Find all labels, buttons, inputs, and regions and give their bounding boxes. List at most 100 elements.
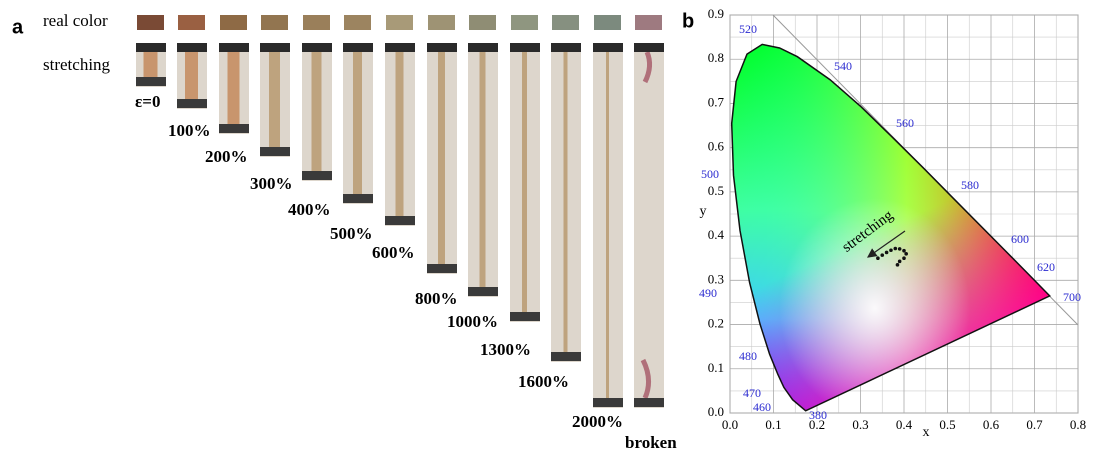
y-tick-label: 0.3 (708, 271, 724, 286)
data-point (880, 253, 885, 257)
bottom-clamp (593, 398, 623, 407)
strain-label: broken (625, 433, 677, 452)
x-tick-label: 0.8 (1070, 417, 1086, 432)
wavelength-label: 460 (753, 400, 771, 414)
strip (522, 52, 527, 312)
bottom-clamp (343, 194, 373, 203)
strip (185, 52, 198, 99)
broken-piece (642, 51, 653, 84)
data-point (895, 263, 900, 267)
bottom-clamp (468, 287, 498, 296)
annotation-arrow (867, 230, 906, 258)
bottom-clamp (219, 124, 249, 133)
strip (269, 52, 280, 147)
color-swatch (137, 15, 164, 30)
panel-b: b x y 0.0 0.1 0.2 0.3 0.4 0.5 0.6 0.7 0.8 0.0 0.1 0… (682, 6, 1086, 440)
strain-label: 400% (288, 200, 331, 219)
y-tick-label: 0.0 (708, 404, 724, 419)
wavelength-label: 560 (896, 116, 914, 130)
bottom-clamp (260, 147, 290, 156)
color-swatch (261, 15, 288, 30)
strain-label: 200% (205, 147, 248, 166)
strip-background (634, 43, 664, 408)
bottom-clamp (427, 264, 457, 273)
y-tick-label: 0.5 (708, 183, 724, 198)
color-swatch (386, 15, 413, 30)
strain-label: 1300% (480, 340, 531, 359)
color-swatch (511, 15, 538, 30)
wavelength-label: 470 (743, 386, 761, 400)
bottom-clamp (510, 312, 540, 321)
strain-label: ε=0 (135, 92, 160, 111)
x-tick-label: 0.1 (765, 417, 781, 432)
data-point (904, 252, 908, 256)
strip (353, 52, 362, 194)
wavelength-label: 700 (1063, 290, 1081, 304)
x-tick-label: 0.6 (983, 417, 1000, 432)
data-point (897, 247, 902, 251)
strip (563, 52, 568, 352)
top-clamp (302, 43, 332, 52)
color-swatch (303, 15, 330, 30)
y-tick-label: 0.2 (708, 316, 724, 331)
top-clamp (177, 43, 207, 52)
wavelength-label: 600 (1011, 232, 1029, 246)
strain-label: 500% (330, 224, 373, 243)
bottom-clamp (634, 398, 664, 407)
data-point (889, 248, 893, 253)
data-point (902, 256, 906, 261)
color-swatch (178, 15, 205, 30)
data-point (876, 256, 880, 261)
top-clamp (219, 43, 249, 52)
data-point (902, 248, 906, 253)
strip (438, 52, 445, 264)
top-clamp (634, 43, 664, 52)
gamut-fill (731, 44, 1050, 411)
x-axis-label: x (923, 425, 930, 440)
top-clamp (593, 43, 623, 52)
wavelength-label: 380 (809, 408, 827, 422)
color-swatch (552, 15, 579, 30)
x-tick-label: 0.7 (1026, 417, 1043, 432)
spectral-locus (730, 43, 1051, 412)
bottom-clamp (136, 77, 166, 86)
strip (143, 52, 158, 77)
color-swatch (594, 15, 621, 30)
x-tick-label: 0.5 (939, 417, 955, 432)
strip (311, 52, 322, 171)
broken-piece (640, 358, 651, 400)
wavelength-label: 490 (699, 286, 717, 300)
row-label: real color (43, 11, 108, 30)
strain-label: 300% (250, 174, 293, 193)
wavelength-label: 520 (739, 22, 757, 36)
color-swatch (220, 15, 247, 30)
strain-label: 1600% (518, 372, 569, 391)
wavelength-label: 480 (739, 349, 757, 363)
bottom-clamp (551, 352, 581, 361)
x-tick-label: 0.4 (896, 417, 913, 432)
bottom-clamp (385, 216, 415, 225)
top-clamp (510, 43, 540, 52)
data-point (884, 250, 889, 255)
y-tick-label: 0.6 (708, 139, 725, 154)
x-tick-label: 0.0 (722, 417, 738, 432)
top-clamp (468, 43, 498, 52)
strip (606, 52, 609, 398)
wavelength-label: 500 (701, 167, 719, 181)
strip (227, 52, 240, 124)
bottom-clamp (302, 171, 332, 180)
wavelength-label: 580 (961, 178, 979, 192)
y-tick-label: 0.7 (708, 94, 725, 109)
color-swatch (428, 15, 455, 30)
strain-label: 2000% (572, 412, 623, 431)
x-tick-label: 0.2 (809, 417, 825, 432)
strain-label: 100% (168, 121, 211, 140)
color-swatch (344, 15, 371, 30)
y-axis-label: y (700, 204, 707, 219)
panel-a: a real color stretching ε=0 100% 200%300% 4… (12, 11, 677, 452)
top-clamp (260, 43, 290, 52)
top-clamp (343, 43, 373, 52)
data-point (897, 259, 902, 264)
